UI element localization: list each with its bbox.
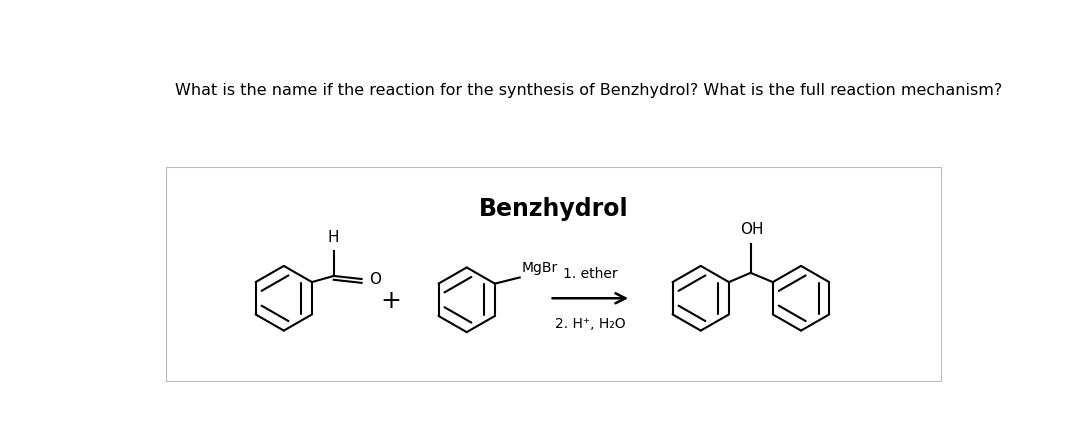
Text: 1. ether: 1. ether <box>563 267 618 281</box>
Text: MgBr: MgBr <box>522 261 558 275</box>
Text: O: O <box>369 272 381 287</box>
Text: Benzhydrol: Benzhydrol <box>478 197 629 221</box>
Text: +: + <box>380 289 401 313</box>
Text: OH: OH <box>741 222 764 238</box>
Text: 2. H⁺, H₂O: 2. H⁺, H₂O <box>555 317 625 331</box>
Text: What is the name if the reaction for the synthesis of Benzhydrol? What is the fu: What is the name if the reaction for the… <box>175 83 1002 97</box>
Text: H: H <box>328 230 339 245</box>
Bar <box>166 167 941 381</box>
